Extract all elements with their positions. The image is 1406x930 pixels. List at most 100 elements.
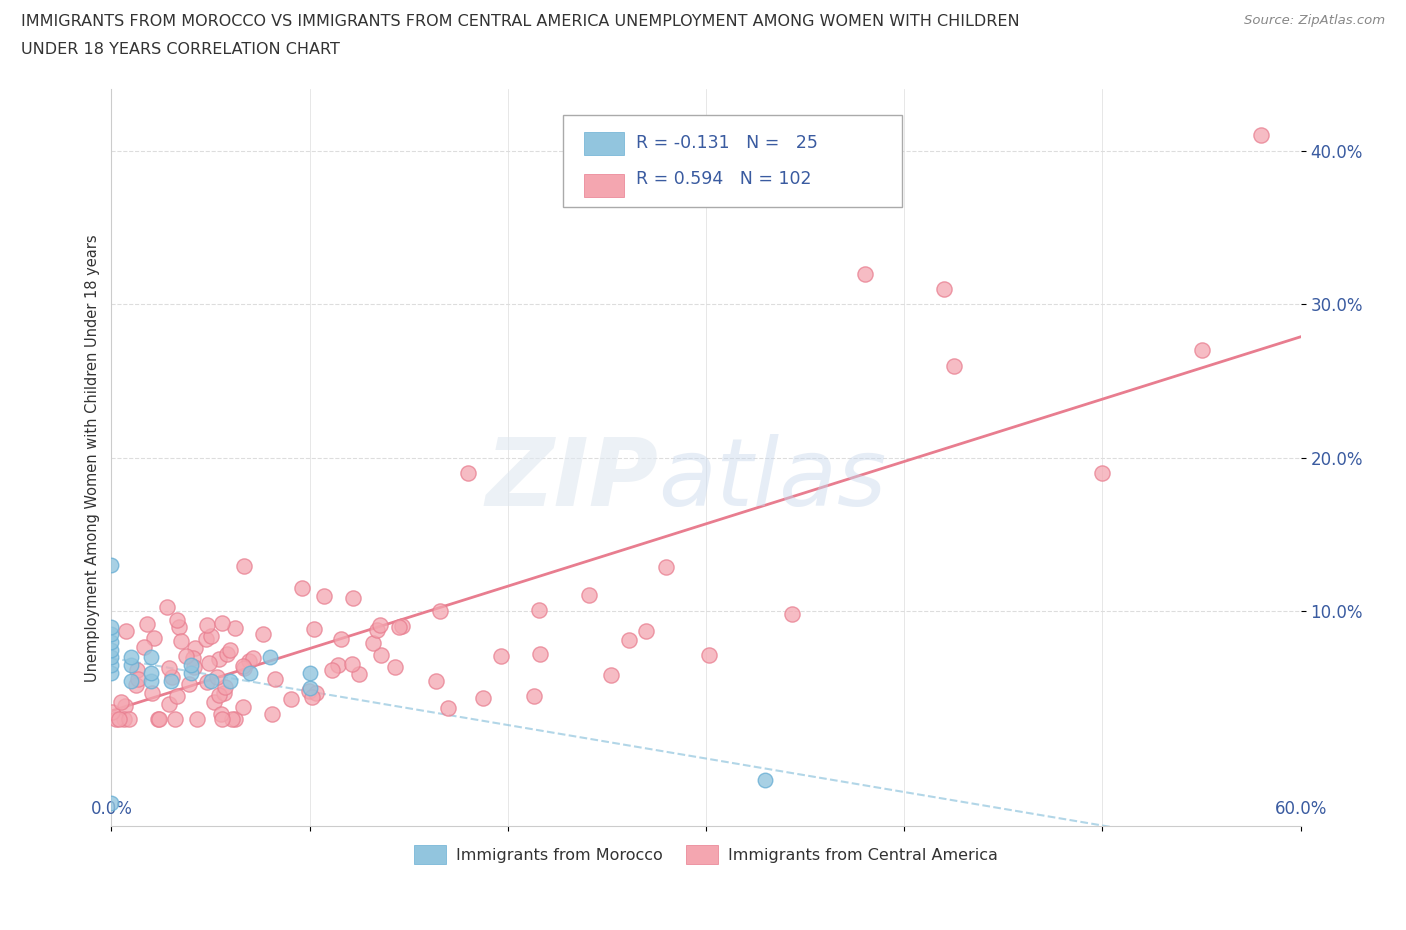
Point [143, 631, 166, 645]
Point [135, 617, 157, 631]
Point [157, 697, 180, 711]
Point [212, 685, 235, 700]
Point [754, 773, 776, 788]
Point [219, 673, 242, 688]
Point [120, 650, 142, 665]
Point [599, 668, 621, 683]
Point [195, 632, 218, 647]
Point [259, 650, 281, 665]
Point [211, 616, 233, 631]
Point [260, 707, 283, 722]
Point [326, 658, 349, 672]
Point [366, 622, 388, 637]
Point [100, 650, 122, 665]
Text: R = -0.131   N =   25: R = -0.131 N = 25 [636, 135, 818, 153]
Point [298, 665, 321, 680]
Point [221, 711, 243, 726]
Point [301, 689, 323, 704]
Point [298, 681, 321, 696]
Point [304, 622, 326, 637]
Point [280, 692, 302, 707]
Point [125, 662, 148, 677]
Point [655, 560, 678, 575]
Point [157, 660, 180, 675]
Point [312, 589, 335, 604]
Point [100, 658, 122, 672]
Point [636, 624, 658, 639]
Point [697, 647, 720, 662]
Point [298, 684, 321, 698]
Point [120, 658, 142, 672]
Point [238, 654, 260, 669]
Point [156, 600, 179, 615]
Text: 0.0%: 0.0% [90, 800, 132, 817]
Text: R = 0.594   N = 102: R = 0.594 N = 102 [636, 170, 811, 188]
Point [176, 648, 198, 663]
Point [384, 660, 406, 675]
Text: Source: ZipAtlas.com: Source: ZipAtlas.com [1244, 14, 1385, 27]
Point [100, 627, 122, 642]
Point [224, 711, 246, 726]
Point [200, 629, 222, 644]
Point [198, 656, 221, 671]
Point [183, 660, 205, 675]
Point [214, 679, 236, 694]
Point [208, 687, 231, 702]
Point [148, 711, 170, 726]
Point [165, 711, 187, 726]
Point [195, 675, 218, 690]
Text: atlas: atlas [658, 434, 887, 525]
Point [932, 282, 955, 297]
Point [305, 685, 328, 700]
Point [200, 673, 222, 688]
Point [146, 711, 169, 726]
Point [180, 665, 202, 680]
Point [170, 633, 193, 648]
Point [370, 647, 392, 662]
Bar [583, 174, 624, 197]
Text: 60.0%: 60.0% [1274, 800, 1327, 817]
Point [202, 695, 225, 710]
Point [166, 688, 188, 703]
Point [232, 699, 254, 714]
Point [139, 650, 162, 665]
Point [177, 677, 200, 692]
Point [141, 685, 163, 700]
Point [132, 640, 155, 655]
Point [120, 673, 142, 688]
Point [1250, 128, 1272, 143]
Point [195, 618, 218, 632]
Text: ZIP: ZIP [485, 434, 658, 526]
Point [429, 604, 451, 618]
Point [347, 666, 370, 681]
Point [388, 619, 411, 634]
Point [232, 661, 254, 676]
Point [242, 650, 264, 665]
Point [321, 662, 343, 677]
Point [1191, 343, 1213, 358]
Point [217, 646, 239, 661]
Point [233, 558, 256, 573]
Point [342, 591, 364, 605]
Point [489, 649, 512, 664]
Point [181, 651, 204, 666]
Point [342, 656, 364, 671]
Point [110, 695, 132, 710]
Point [125, 677, 148, 692]
Text: UNDER 18 YEARS CORRELATION CHART: UNDER 18 YEARS CORRELATION CHART [21, 42, 340, 57]
Point [361, 636, 384, 651]
Point [239, 665, 262, 680]
Point [617, 632, 640, 647]
Point [166, 612, 188, 627]
Point [167, 619, 190, 634]
Point [127, 672, 149, 687]
Point [209, 706, 232, 721]
Point [100, 558, 122, 573]
Text: IMMIGRANTS FROM MOROCCO VS IMMIGRANTS FROM CENTRAL AMERICA UNEMPLOYMENT AMONG WO: IMMIGRANTS FROM MOROCCO VS IMMIGRANTS FR… [21, 14, 1019, 29]
Point [853, 266, 876, 281]
Point [780, 607, 803, 622]
Point [224, 620, 246, 635]
Point [291, 581, 314, 596]
Point [104, 711, 127, 726]
Point [211, 711, 233, 726]
